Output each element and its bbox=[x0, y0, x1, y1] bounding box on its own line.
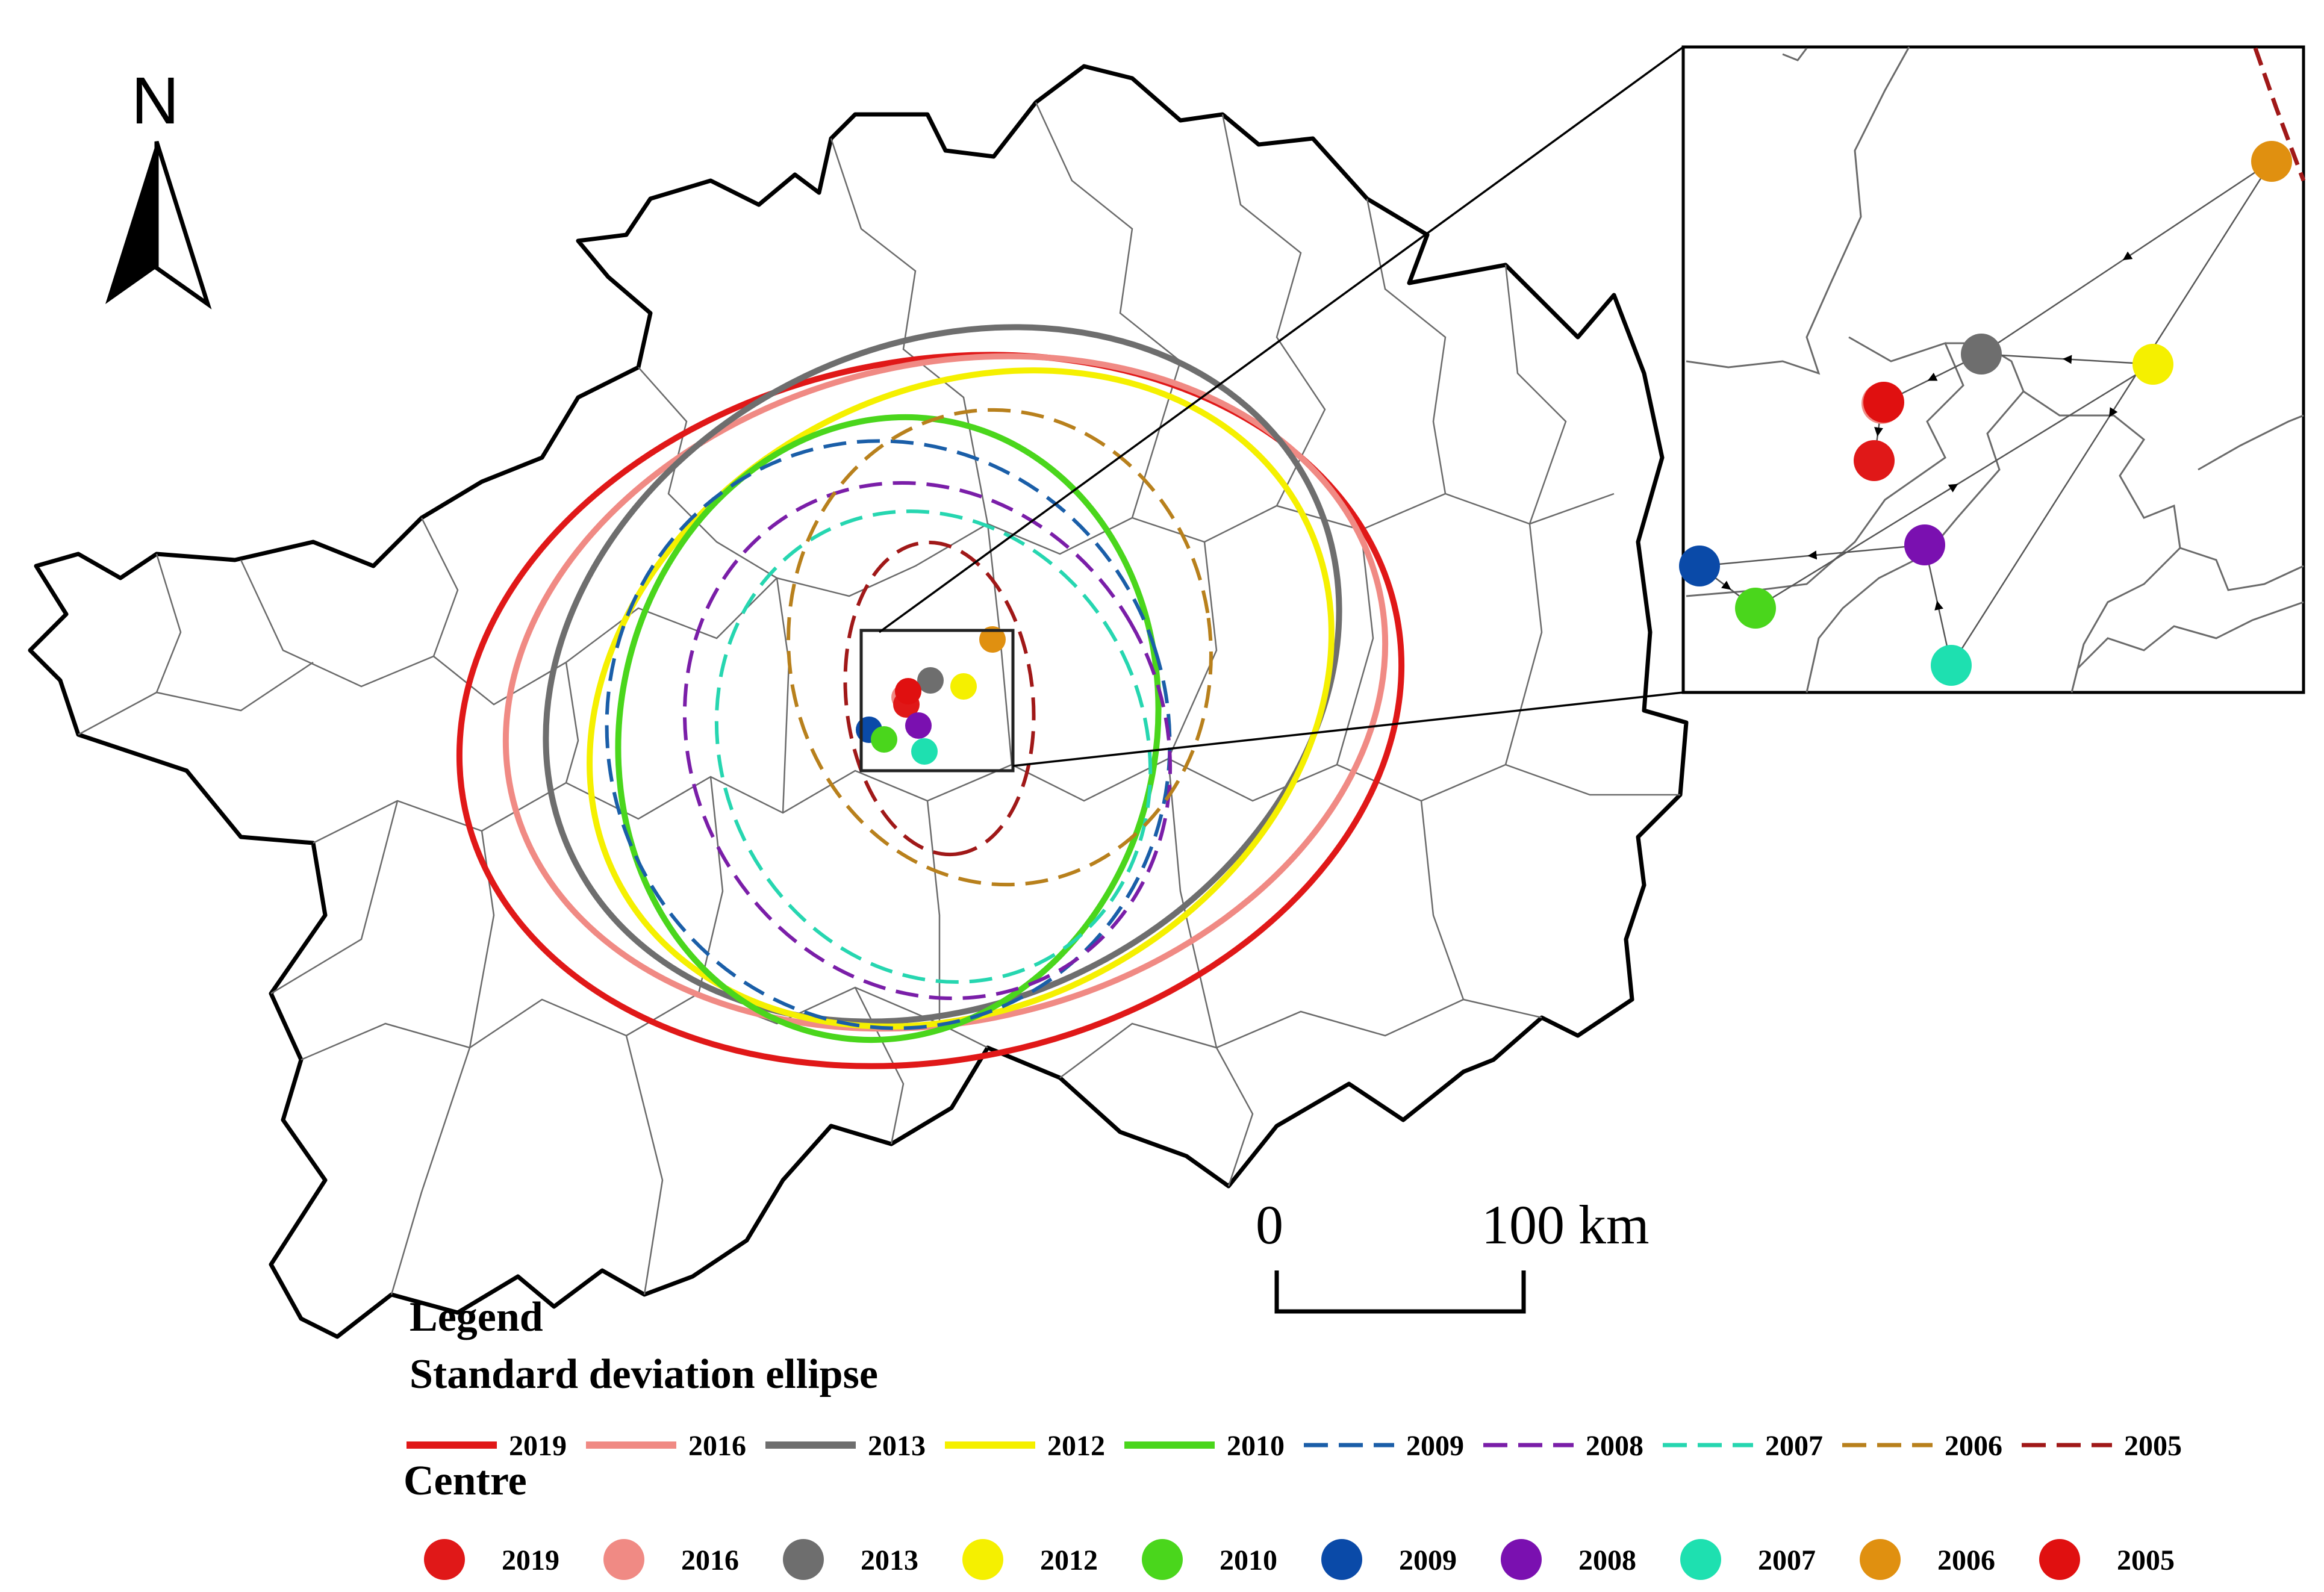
legend-line-label-2019: 2019 bbox=[509, 1430, 567, 1462]
inset-map bbox=[1679, 45, 2306, 694]
province-boundary bbox=[28, 64, 1689, 1339]
inset-centre-2012 bbox=[2132, 344, 2173, 385]
ellipse-section-title: Standard deviation ellipse bbox=[410, 1351, 878, 1398]
trajectory-2007-2008 bbox=[1924, 544, 1952, 666]
trajectory-2006-2007 bbox=[1950, 161, 2273, 666]
main-centre-2008 bbox=[905, 712, 932, 739]
legend-dot-label-2013: 2013 bbox=[861, 1544, 918, 1576]
legend-dot-2019 bbox=[424, 1539, 465, 1580]
legend-dot-label-2006: 2006 bbox=[1937, 1544, 1995, 1576]
inset-centre-2006 bbox=[2251, 141, 2292, 182]
ellipse-2016 bbox=[502, 353, 1389, 1032]
callout-line-top bbox=[878, 46, 1684, 633]
ellipse-2010 bbox=[615, 414, 1162, 1043]
main-centre-2005 bbox=[895, 678, 921, 704]
inset-centre-2005 bbox=[1863, 382, 1904, 423]
ellipse-2007 bbox=[714, 509, 1153, 984]
legend-line-label-2012: 2012 bbox=[1047, 1430, 1105, 1462]
ellipse-2006 bbox=[787, 408, 1213, 887]
scale-start-label: 0 bbox=[1256, 1194, 1283, 1255]
legend-line-label-2007: 2007 bbox=[1765, 1430, 1823, 1462]
legend-dot-label-2012: 2012 bbox=[1040, 1544, 1098, 1576]
inset-centre-2009 bbox=[1679, 546, 1720, 586]
legend-line-label-2005: 2005 bbox=[2124, 1430, 2182, 1462]
inset-centre-2019 bbox=[1854, 440, 1895, 481]
inset-centre-2010 bbox=[1735, 588, 1776, 629]
legend-title: Legend bbox=[410, 1294, 543, 1340]
legend-line-label-2010: 2010 bbox=[1227, 1430, 1285, 1462]
legend-dot-label-2008: 2008 bbox=[1578, 1544, 1636, 1576]
inset-centre-2013 bbox=[1961, 334, 2002, 375]
scale-bar: 0 100 km bbox=[1256, 1194, 1650, 1314]
main-centre-2010 bbox=[871, 726, 897, 753]
north-arrow: N bbox=[105, 64, 212, 309]
ellipse-2013 bbox=[543, 324, 1342, 1025]
ellipse-2019 bbox=[456, 352, 1405, 1069]
main-centre-2013 bbox=[917, 667, 944, 694]
trajectory-2010-2012 bbox=[1755, 363, 2154, 609]
legend-dot-label-2007: 2007 bbox=[1758, 1544, 1816, 1576]
legend-dot-label-2005: 2005 bbox=[2117, 1544, 2175, 1576]
legend-dot-2013 bbox=[783, 1539, 824, 1580]
ellipse-2012 bbox=[587, 367, 1335, 1030]
district-boundaries bbox=[78, 102, 1680, 1295]
legend-dot-2008 bbox=[1501, 1539, 1542, 1580]
main-centres bbox=[856, 626, 1006, 765]
main-centre-2006 bbox=[979, 626, 1006, 653]
ellipse-2009 bbox=[605, 439, 1172, 1030]
legend-dot-2016 bbox=[603, 1539, 644, 1580]
inset-centres bbox=[1679, 141, 2292, 686]
callout-line-bottom bbox=[1012, 691, 1684, 767]
legend-dot-2012 bbox=[962, 1539, 1003, 1580]
legend-line-label-2009: 2009 bbox=[1406, 1430, 1464, 1462]
main-centre-2012 bbox=[950, 673, 977, 700]
legend-dot-2006 bbox=[1860, 1539, 1901, 1580]
legend-dot-2009 bbox=[1321, 1539, 1362, 1580]
main-centre-2007 bbox=[911, 738, 938, 765]
trajectory-lines bbox=[1699, 160, 2273, 666]
ellipse-2005 bbox=[843, 540, 1036, 857]
ellipses bbox=[456, 324, 1405, 1069]
ellipse-legend-items: 2019 2016 2013 2012 2010 2009 2008 2007 2006 2005 bbox=[407, 1430, 2182, 1462]
trajectory-2006-2013 bbox=[1981, 160, 2272, 355]
legend-dot-label-2010: 2010 bbox=[1220, 1544, 1277, 1576]
ellipse-2008 bbox=[682, 480, 1173, 1001]
legend-line-label-2013: 2013 bbox=[868, 1430, 926, 1462]
legend-dot-label-2009: 2009 bbox=[1399, 1544, 1457, 1576]
legend-line-label-2008: 2008 bbox=[1586, 1430, 1643, 1462]
legend-dot-label-2016: 2016 bbox=[681, 1544, 739, 1576]
legend-dot-label-2019: 2019 bbox=[502, 1544, 559, 1576]
legend-dot-2010 bbox=[1142, 1539, 1183, 1580]
legend-dot-2007 bbox=[1680, 1539, 1721, 1580]
trajectory-2012-2013 bbox=[1981, 353, 2154, 365]
centre-section-title: Centre bbox=[403, 1458, 527, 1504]
north-letter: N bbox=[131, 64, 179, 138]
scale-end-label: 100 km bbox=[1481, 1194, 1650, 1255]
trajectory-2008-2009 bbox=[1699, 544, 1925, 567]
inset-centre-2008 bbox=[1904, 524, 1945, 565]
zoom-extent-box bbox=[859, 629, 1015, 773]
inset-centre-2007 bbox=[1931, 645, 1972, 686]
centre-legend-items: 2019 2016 2013 2012 2010 2009 2008 2007 2006 2005 bbox=[424, 1539, 2175, 1580]
legend-line-label-2006: 2006 bbox=[1945, 1430, 2002, 1462]
legend: Legend Standard deviation ellipse Centre… bbox=[403, 1294, 2182, 1580]
legend-dot-2005 bbox=[2039, 1539, 2080, 1580]
legend-line-label-2016: 2016 bbox=[688, 1430, 746, 1462]
